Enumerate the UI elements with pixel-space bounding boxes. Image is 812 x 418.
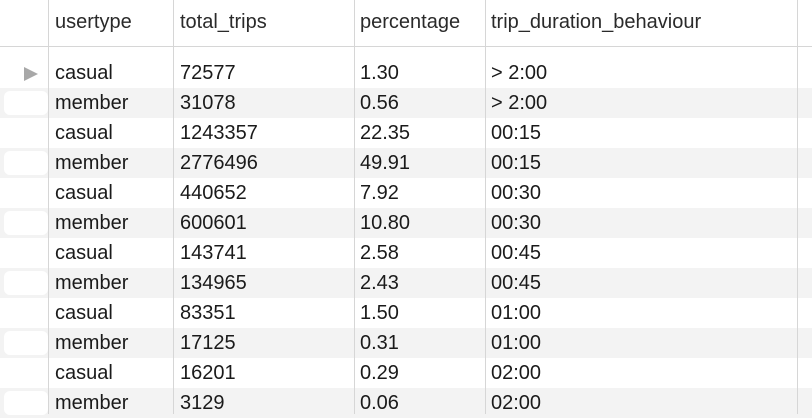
row-selector[interactable] — [4, 391, 48, 415]
cell-total-trips[interactable]: 2776496 — [180, 152, 258, 174]
cell-usertype[interactable]: casual — [55, 362, 113, 384]
column-divider[interactable] — [48, 0, 49, 414]
cell-trip-duration[interactable]: > 2:00 — [491, 92, 548, 114]
table-row[interactable]: member 3129 0.06 02:00 — [0, 388, 812, 418]
table-row[interactable]: member 31078 0.56 > 2:00 — [0, 88, 812, 118]
cell-usertype[interactable]: member — [55, 332, 129, 354]
cell-trip-duration[interactable]: 00:45 — [491, 272, 542, 294]
cell-total-trips[interactable]: 72577 — [180, 62, 236, 84]
table-row[interactable]: casual 1243357 22.35 00:15 — [0, 118, 812, 148]
cell-trip-duration[interactable]: 00:15 — [491, 122, 542, 144]
cell-total-trips[interactable]: 143741 — [180, 242, 247, 264]
cell-usertype[interactable]: casual — [55, 122, 113, 144]
cell-percentage[interactable]: 10.80 — [360, 212, 411, 234]
row-selector[interactable] — [4, 331, 48, 355]
cell-trip-duration[interactable]: 02:00 — [491, 362, 542, 384]
cell-percentage[interactable]: 0.06 — [360, 392, 399, 414]
cell-total-trips[interactable]: 1243357 — [180, 122, 258, 144]
column-divider[interactable] — [173, 0, 174, 414]
cell-percentage[interactable]: 0.31 — [360, 332, 399, 354]
row-selector[interactable] — [4, 211, 48, 235]
column-header-percentage[interactable]: percentage — [360, 11, 461, 33]
cell-percentage[interactable]: 2.58 — [360, 242, 399, 264]
column-divider[interactable] — [354, 0, 355, 414]
cell-trip-duration[interactable]: 00:30 — [491, 182, 542, 204]
cell-trip-duration[interactable]: > 2:00 — [491, 62, 548, 84]
cell-total-trips[interactable]: 16201 — [180, 362, 236, 384]
grid-header: usertype total_trips percentage trip_dur… — [0, 0, 812, 47]
cell-usertype[interactable]: member — [55, 92, 129, 114]
table-row[interactable]: casual 72577 1.30 > 2:00 — [0, 58, 812, 88]
row-selector[interactable] — [4, 271, 48, 295]
table-row[interactable]: casual 16201 0.29 02:00 — [0, 358, 812, 388]
cell-usertype[interactable]: member — [55, 152, 129, 174]
cell-total-trips[interactable]: 3129 — [180, 392, 225, 414]
cell-percentage[interactable]: 7.92 — [360, 182, 399, 204]
cell-total-trips[interactable]: 440652 — [180, 182, 247, 204]
triangle-right-icon — [24, 67, 38, 81]
cell-percentage[interactable]: 0.56 — [360, 92, 399, 114]
column-header-total-trips[interactable]: total_trips — [180, 11, 267, 33]
row-selector[interactable] — [4, 151, 48, 175]
cell-percentage[interactable]: 0.29 — [360, 362, 399, 384]
cell-trip-duration[interactable]: 00:30 — [491, 212, 542, 234]
table-row[interactable]: casual 440652 7.92 00:30 — [0, 178, 812, 208]
cell-usertype[interactable]: member — [55, 212, 129, 234]
cell-usertype[interactable]: casual — [55, 62, 113, 84]
cell-trip-duration[interactable]: 01:00 — [491, 302, 542, 324]
cell-usertype[interactable]: casual — [55, 302, 113, 324]
cell-percentage[interactable]: 2.43 — [360, 272, 399, 294]
column-divider[interactable] — [797, 0, 798, 414]
cell-usertype[interactable]: member — [55, 272, 129, 294]
cell-total-trips[interactable]: 83351 — [180, 302, 236, 324]
cell-total-trips[interactable]: 31078 — [180, 92, 236, 114]
table-row[interactable]: member 134965 2.43 00:45 — [0, 268, 812, 298]
table-row[interactable]: member 600601 10.80 00:30 — [0, 208, 812, 238]
cell-usertype[interactable]: member — [55, 392, 129, 414]
column-header-usertype[interactable]: usertype — [55, 11, 132, 33]
cell-trip-duration[interactable]: 00:15 — [491, 152, 542, 174]
cell-usertype[interactable]: casual — [55, 242, 113, 264]
cell-percentage[interactable]: 1.50 — [360, 302, 399, 324]
cell-usertype[interactable]: casual — [55, 182, 113, 204]
cell-trip-duration[interactable]: 01:00 — [491, 332, 542, 354]
row-selector[interactable] — [4, 91, 48, 115]
cell-trip-duration[interactable]: 00:45 — [491, 242, 542, 264]
cell-total-trips[interactable]: 17125 — [180, 332, 236, 354]
table-row[interactable]: member 2776496 49.91 00:15 — [0, 148, 812, 178]
table-row[interactable]: member 17125 0.31 01:00 — [0, 328, 812, 358]
cell-total-trips[interactable]: 134965 — [180, 272, 247, 294]
cell-trip-duration[interactable]: 02:00 — [491, 392, 542, 414]
cell-percentage[interactable]: 1.30 — [360, 62, 399, 84]
column-header-trip-duration-behaviour[interactable]: trip_duration_behaviour — [491, 11, 702, 33]
cell-percentage[interactable]: 49.91 — [360, 152, 411, 174]
cell-percentage[interactable]: 22.35 — [360, 122, 411, 144]
column-divider[interactable] — [485, 0, 486, 414]
table-row[interactable]: casual 143741 2.58 00:45 — [0, 238, 812, 268]
table-row[interactable]: casual 83351 1.50 01:00 — [0, 298, 812, 328]
cell-total-trips[interactable]: 600601 — [180, 212, 247, 234]
